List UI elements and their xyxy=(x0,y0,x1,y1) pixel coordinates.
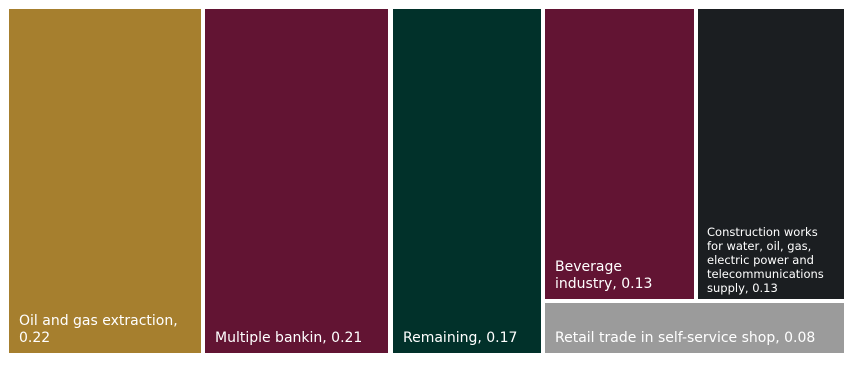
treemap-tile: Multiple bankin, 0.21 xyxy=(205,9,388,353)
treemap-tile: Oil and gas extraction, 0.22 xyxy=(9,9,201,353)
treemap-tile-label: Remaining, 0.17 xyxy=(403,330,518,346)
treemap-tile: Retail trade in self-service shop, 0.08 xyxy=(545,303,844,353)
treemap-tile-label: Construction works for water, oil, gas, … xyxy=(707,225,824,295)
treemap-tile-label: Multiple bankin, 0.21 xyxy=(215,330,363,346)
treemap-tile: Construction works for water, oil, gas, … xyxy=(698,9,844,299)
treemap-tile-label: Oil and gas extraction, 0.22 xyxy=(19,313,178,346)
treemap-tile-label: Beverage industry, 0.13 xyxy=(555,259,653,292)
treemap-tile-label: Retail trade in self-service shop, 0.08 xyxy=(555,330,816,346)
treemap-tile: Remaining, 0.17 xyxy=(393,9,541,353)
treemap-tile: Beverage industry, 0.13 xyxy=(545,9,694,299)
